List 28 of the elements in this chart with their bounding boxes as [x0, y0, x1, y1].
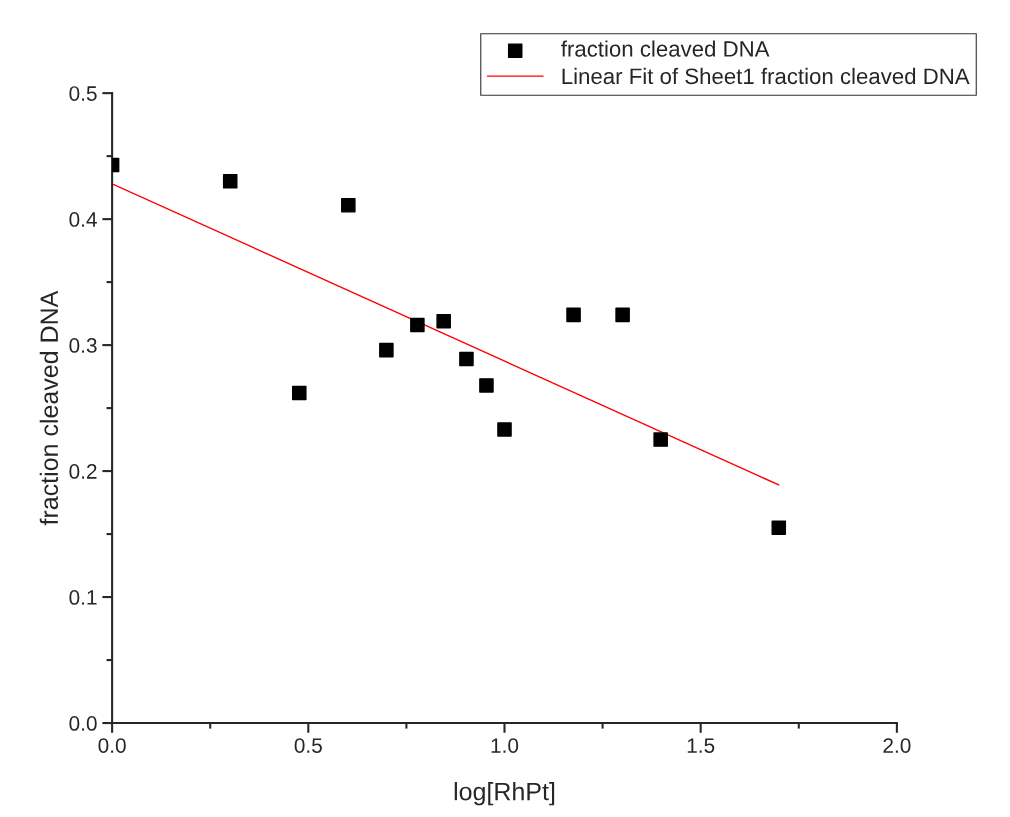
- x-tick-label: 0.5: [294, 738, 322, 753]
- point: [222, 174, 238, 189]
- point: [410, 317, 425, 333]
- point: [615, 307, 630, 323]
- y-tick-label: 0.0: [69, 716, 97, 731]
- legend-label: fraction cleaved DNA: [561, 40, 770, 57]
- x-tick-label: 1.0: [491, 738, 519, 753]
- y-axis-title: fraction cleaved DNA: [39, 290, 59, 526]
- x-tick-label: 2.0: [883, 738, 911, 753]
- y-tick-label: 0.3: [69, 338, 97, 353]
- legend-label: Linear Fit of Sheet1 fraction cleaved DNA: [562, 67, 970, 85]
- y-tick-label: 0.5: [69, 86, 97, 101]
- x-axis-title: log[RhPt]: [454, 782, 555, 806]
- point: [479, 378, 494, 393]
- x-tick-label: 0.0: [98, 738, 126, 753]
- point: [459, 351, 474, 367]
- point: [291, 385, 307, 401]
- y-tick-label: 0.1: [69, 590, 97, 605]
- y-tick-label: 0.4: [69, 212, 97, 227]
- point: [653, 432, 668, 447]
- point: [436, 313, 451, 329]
- x-tick-label: 1.5: [687, 738, 715, 753]
- point: [771, 520, 787, 536]
- point: [497, 422, 512, 437]
- point: [566, 307, 581, 323]
- y-tick-label: 0.2: [69, 464, 97, 479]
- point: [341, 197, 356, 213]
- point: [379, 342, 394, 358]
